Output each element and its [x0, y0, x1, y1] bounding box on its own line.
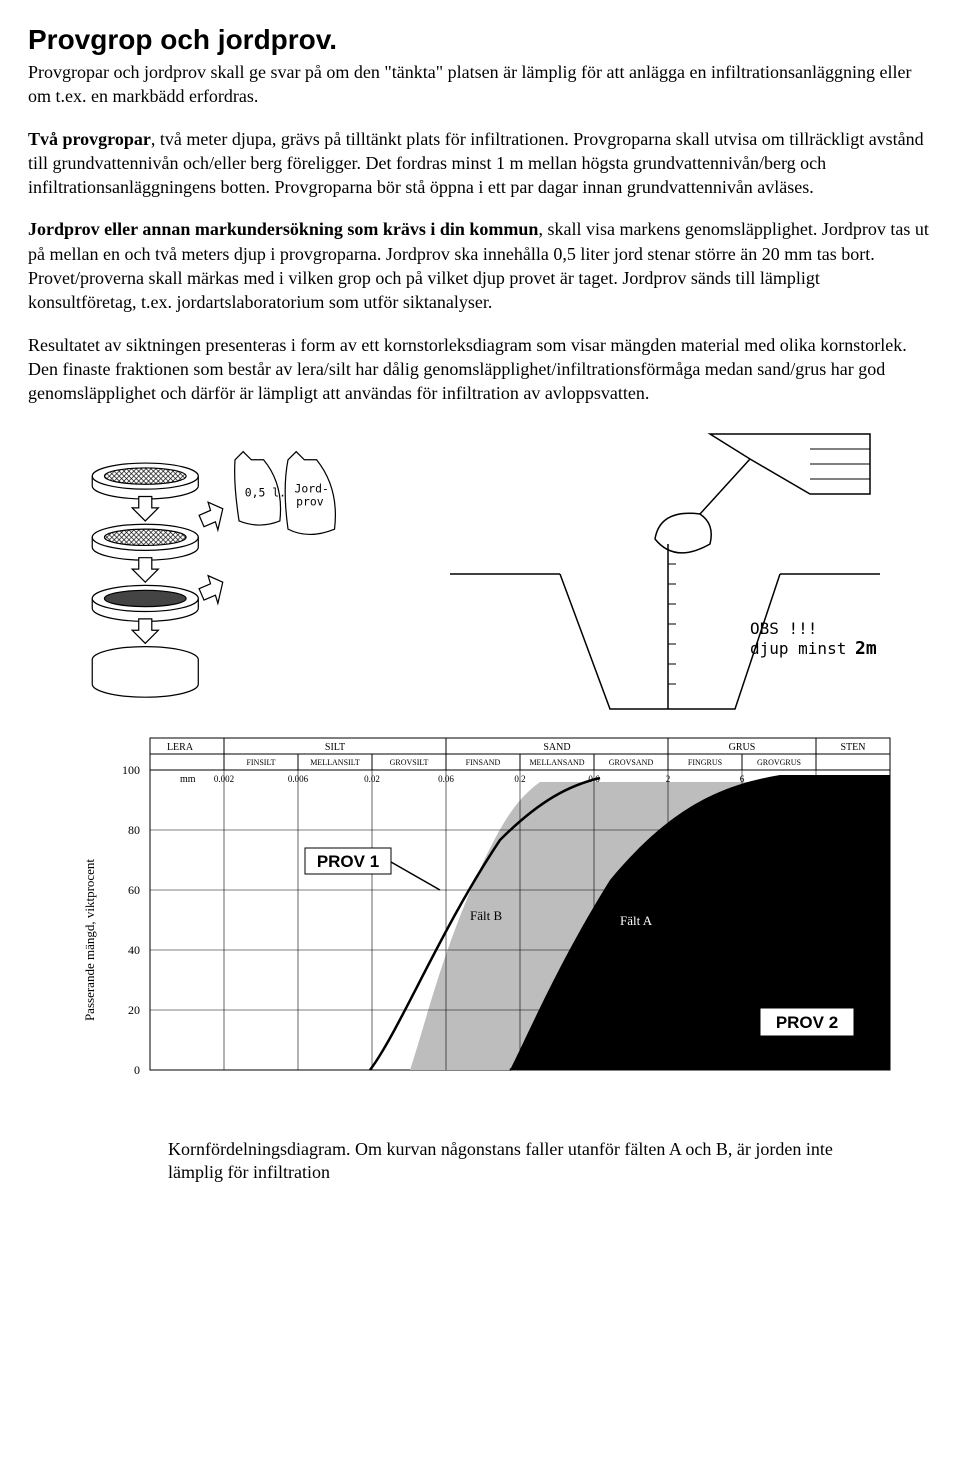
result-paragraph: Resultatet av siktningen presenteras i f… — [28, 333, 932, 406]
jordprov-paragraph: Jordprov eller annan markundersökning so… — [28, 217, 932, 314]
ytick-40: 40 — [128, 943, 140, 957]
provgropar-paragraph: Två provgropar, två meter djupa, grävs p… — [28, 127, 932, 200]
falta-label: Fält A — [620, 913, 653, 928]
sub-mellansand: MELLANSAND — [529, 758, 584, 767]
jordprov-lead: Jordprov eller annan markundersökning so… — [28, 219, 538, 239]
faltb-label: Fält B — [470, 908, 502, 923]
xt7: 6 — [740, 774, 745, 784]
xt0: 0.002 — [214, 774, 234, 784]
x-unit: mm — [180, 774, 196, 785]
sub-fingrus: FINGRUS — [688, 758, 722, 767]
xt4: 0.2 — [514, 774, 525, 784]
xt5: 0.6 — [588, 774, 600, 784]
cat-lera: LERA — [167, 742, 194, 753]
sub-grovsand: GROVSAND — [609, 758, 654, 767]
cat-sand: SAND — [543, 742, 570, 753]
ytick-80: 80 — [128, 823, 140, 837]
obs-l2: djup minst — [750, 639, 846, 658]
cat-silt: SILT — [325, 742, 345, 753]
prov1-label: PROV 1 — [317, 852, 379, 871]
bag2-label-l1: Jord- — [295, 481, 329, 495]
xt6: 2 — [666, 774, 671, 784]
xt9: 60 — [877, 774, 887, 784]
pit-illustration: OBS !!! djup minst 2m — [450, 424, 880, 724]
xt2: 0.02 — [364, 774, 380, 784]
provgropar-rest: , två meter djupa, grävs på tilltänkt pl… — [28, 129, 924, 198]
bag1-label: 0,5 l. — [245, 485, 286, 499]
cat-grus: GRUS — [729, 742, 756, 753]
sub-finsand: FINSAND — [466, 758, 501, 767]
xt3: 0.06 — [438, 774, 454, 784]
ytick-20: 20 — [128, 1003, 140, 1017]
intro-paragraph: Provgropar och jordprov skall ge svar på… — [28, 60, 932, 109]
sub-grovgrus: GROVGRUS — [757, 758, 801, 767]
ytick-60: 60 — [128, 883, 140, 897]
bag2-label-l2: prov — [296, 494, 324, 508]
prov2-label: PROV 2 — [776, 1013, 838, 1032]
sieve-illustration: 0,5 l. Jord- prov — [80, 424, 390, 724]
grain-chart: Passerande mängd, viktprocent — [80, 730, 880, 1130]
ytick-100: 100 — [122, 763, 140, 777]
xt8: 20 — [812, 774, 822, 784]
ytick-0: 0 — [134, 1063, 140, 1077]
illustration-block: 0,5 l. Jord- prov — [80, 424, 880, 1185]
obs-depth: 2m — [855, 638, 877, 659]
chart-caption: Kornfördelningsdiagram. Om kurvan någons… — [168, 1138, 880, 1185]
obs-l1: OBS !!! — [750, 619, 817, 638]
sub-grovsilt: GROVSILT — [390, 758, 429, 767]
sub-mellansilt: MELLANSILT — [310, 758, 360, 767]
xt1: 0.006 — [288, 774, 309, 784]
sub-finsilt: FINSILT — [246, 758, 275, 767]
provgropar-lead: Två provgropar — [28, 129, 151, 149]
page-title: Provgrop och jordprov. — [28, 24, 932, 56]
y-axis-label: Passerande mängd, viktprocent — [82, 858, 97, 1020]
cat-sten: STEN — [841, 742, 866, 753]
